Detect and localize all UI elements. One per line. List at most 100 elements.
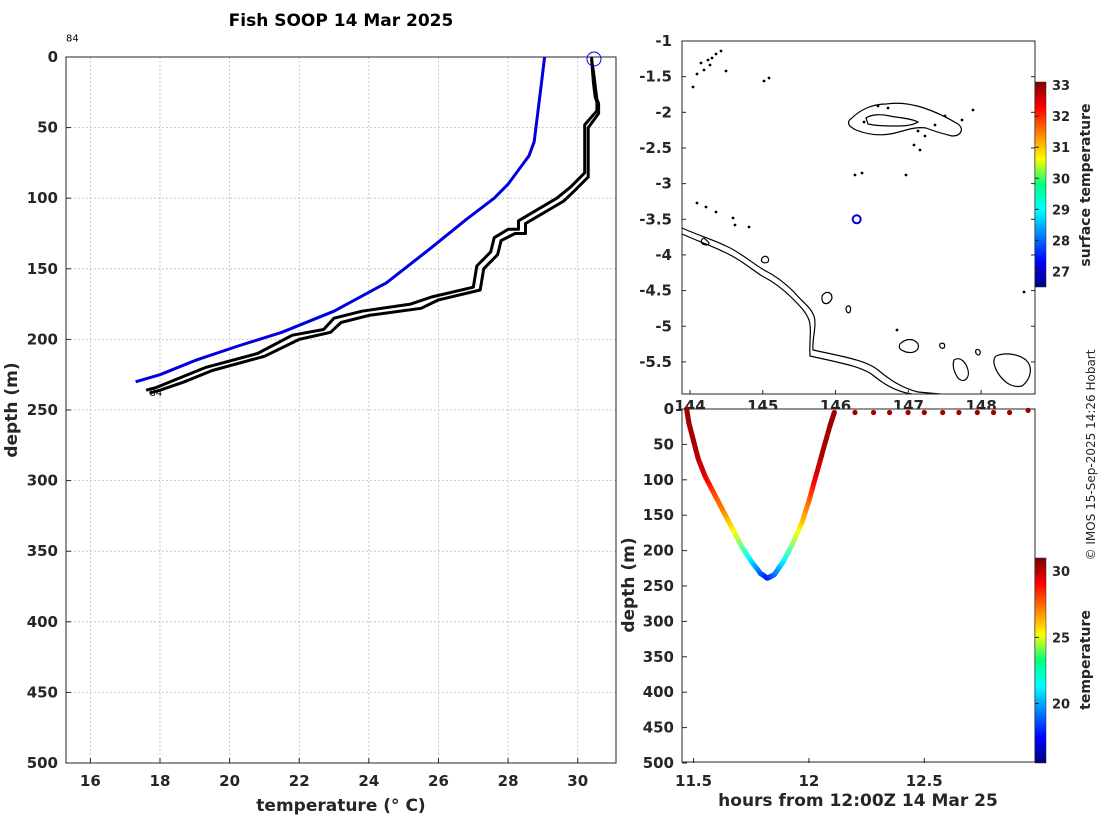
mainland-coast-inner (681, 233, 913, 395)
scatter-x-tick-label: 12 (798, 772, 819, 790)
island-8 (975, 348, 981, 356)
island-dot (923, 134, 927, 138)
island-dot (886, 106, 890, 110)
y-tick-label: 450 (27, 683, 58, 701)
scatter-x-ticks: 11.5 12 12.5 (675, 758, 943, 790)
new-ireland-inner (865, 114, 920, 127)
island-dot (971, 108, 975, 112)
sst-colorbar-ticks: 27 28 29 30 31 32 33 (1035, 79, 1070, 280)
scatter-y-tick-label: 350 (643, 648, 674, 666)
y-tick-label: 300 (27, 472, 58, 490)
scatter-point (887, 409, 893, 416)
x-tick-label: 26 (428, 772, 449, 790)
scatter-y-ticks: 0 50 100 150 200 250 300 350 400 450 500 (643, 400, 687, 772)
y-tick-label: 400 (27, 613, 58, 631)
scatter-background (682, 409, 1035, 762)
profile-y-label: depth (m) (2, 362, 22, 457)
scatter-y-tick-label: 250 (643, 577, 674, 595)
map-y-tick-label: -5.5 (639, 353, 672, 371)
profile-y-ticks: 0 50 100 150 200 250 300 350 400 450 500 (27, 48, 71, 772)
island-dot (699, 61, 703, 65)
scatter-x-tick-label: 12.5 (906, 772, 943, 790)
y-tick-label: 500 (27, 754, 58, 772)
profile-annotation: 84 (150, 388, 163, 399)
scatter-point (870, 409, 877, 416)
scatter-points (684, 406, 1031, 581)
island-dot (704, 205, 708, 209)
profile-annotations: 84 84 (66, 33, 162, 398)
map-y-tick-label: -4 (655, 246, 672, 264)
x-tick-label: 20 (219, 772, 240, 790)
island-dot (933, 123, 937, 127)
scatter-y-tick-label: 0 (664, 400, 674, 418)
temperature-colorbar-label: temperature (1078, 610, 1094, 710)
map-y-tick-label: -1.5 (639, 68, 672, 86)
island-dot (862, 120, 866, 124)
scatter-point (940, 409, 946, 416)
island-dot (916, 129, 920, 133)
map-y-tick-label: -2 (655, 103, 672, 121)
y-tick-label: 100 (27, 189, 58, 207)
y-tick-label: 350 (27, 542, 58, 560)
y-tick-label: 50 (37, 119, 58, 137)
sst-cb-tick-label: 27 (1052, 265, 1070, 280)
series-line-profile-b (145, 56, 599, 392)
island-4 (993, 353, 1031, 388)
island-dot (724, 69, 728, 73)
scatter-y-label: depth (m) (619, 537, 639, 632)
profile-x-ticks: 16 18 20 22 24 26 28 30 (80, 758, 588, 790)
profile-axes-box (65, 56, 617, 764)
island-dot (918, 148, 922, 152)
island-dot (767, 76, 771, 80)
surface-marker (586, 51, 602, 67)
island-dot (719, 49, 723, 53)
temp-cb-tick-label: 30 (1052, 565, 1070, 580)
profile-panel: 16 18 20 22 24 26 28 30 0 50 100 150 200 250 300 350 40… (2, 33, 617, 816)
island-1 (821, 291, 833, 305)
island-dot (912, 143, 916, 147)
sst-colorbar (1034, 81, 1047, 288)
scatter-point (990, 409, 997, 416)
coast-islet (700, 237, 710, 246)
scatter-point (905, 409, 911, 416)
x-tick-label: 24 (358, 772, 379, 790)
x-tick-label: 30 (567, 772, 588, 790)
island-dot (706, 58, 710, 62)
sst-cb-tick-label: 32 (1052, 110, 1070, 125)
y-tick-label: 150 (27, 260, 58, 278)
profile-x-label: temperature (° C) (256, 796, 425, 816)
island-dot (714, 52, 718, 56)
scatter-point (1007, 409, 1013, 416)
y-tick-label: 200 (27, 330, 58, 348)
copyright-text: © IMOS 15-Sep-2025 14:26 Hobart (1084, 349, 1098, 560)
scatter-point (831, 409, 837, 416)
island-3 (952, 358, 969, 382)
sst-cb-tick-label: 28 (1052, 234, 1070, 249)
island-dot (731, 216, 735, 220)
profile-grid (66, 56, 616, 764)
sst-cb-tick-label: 33 (1052, 79, 1070, 94)
map-y-tick-label: -4.5 (639, 282, 672, 300)
location-marker (851, 214, 862, 225)
map-y-tick-label: -5 (655, 317, 672, 335)
island-dot (853, 173, 857, 177)
island-dot (943, 114, 947, 118)
map-y-tick-label: -3.5 (639, 210, 672, 228)
scatter-y-tick-label: 50 (653, 435, 674, 453)
scatter-y-tick-label: 400 (643, 683, 674, 701)
map-y-tick-label: -1 (655, 32, 672, 50)
new-ireland-outline (847, 102, 962, 137)
map-axes-box (681, 40, 1036, 395)
island-dot (695, 201, 699, 205)
temp-cb-tick-label: 20 (1052, 697, 1070, 712)
island-7 (939, 342, 946, 349)
y-tick-label: 250 (27, 401, 58, 419)
scatter-y-tick-label: 150 (643, 506, 674, 524)
profile-annotation: 84 (66, 33, 79, 44)
island-dot (691, 85, 695, 89)
scatter-y-tick-label: 200 (643, 542, 674, 560)
island-dot (876, 104, 880, 108)
sst-colorbar-label: surface temperature (1078, 103, 1094, 266)
